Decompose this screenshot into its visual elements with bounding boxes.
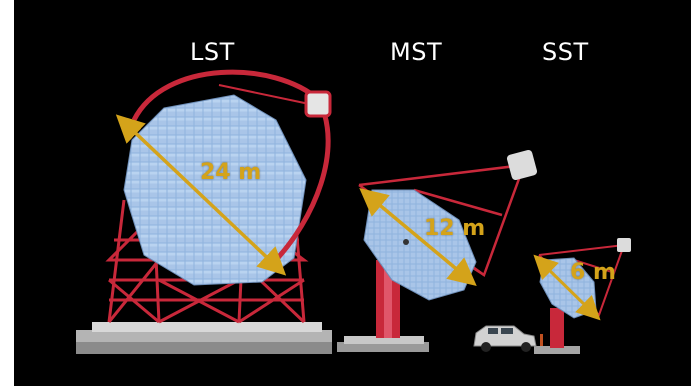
sst-label: SST <box>542 38 589 66</box>
car-scale-reference <box>473 325 543 352</box>
lst-dimension-label: 24 m <box>200 160 262 185</box>
telescope-comparison-illustration: LST MST SST 24 m 12 m 6 m <box>14 0 691 386</box>
lst-telescope <box>76 69 332 354</box>
lst-label: LST <box>190 38 235 66</box>
mst-label: MST <box>390 38 443 66</box>
mst-telescope <box>337 149 538 352</box>
mst-dimension-label: 12 m <box>424 216 486 241</box>
telescopes-drawing <box>76 69 631 354</box>
sst-dimension-label: 6 m <box>570 260 616 285</box>
sst-telescope <box>533 238 631 354</box>
